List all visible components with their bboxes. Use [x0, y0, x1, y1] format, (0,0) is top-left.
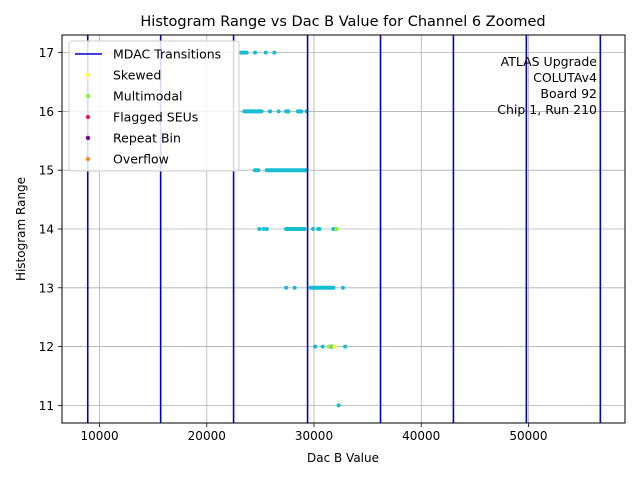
- y-tick-label: 11: [39, 399, 54, 413]
- legend-marker-swatch: [85, 72, 91, 78]
- data-point: [343, 344, 348, 349]
- data-point: [264, 227, 269, 231]
- legend-marker-swatch: [85, 156, 91, 162]
- data-point: [320, 344, 325, 349]
- data-point: [313, 344, 318, 349]
- x-axis-ticks: 10000 20000 30000 40000 50000: [80, 423, 548, 443]
- y-tick-label: 14: [39, 223, 54, 237]
- x-tick-label: 50000: [509, 429, 547, 443]
- data-point-cluster: [316, 227, 322, 231]
- data-point: [331, 227, 336, 231]
- data-points: [238, 50, 348, 408]
- x-tick-label: 30000: [295, 429, 333, 443]
- data-point-cluster: [283, 227, 307, 231]
- highlighted-data-point: [332, 344, 337, 349]
- y-tick-label: 17: [39, 46, 54, 60]
- data-point: [276, 109, 281, 114]
- annotation-line: COLUTAv4: [533, 70, 597, 85]
- data-point-cluster: [308, 285, 336, 290]
- data-point: [284, 285, 289, 290]
- x-tick-label: 20000: [188, 429, 226, 443]
- legend-box: [68, 40, 240, 172]
- x-tick-label: 40000: [402, 429, 440, 443]
- data-point: [257, 227, 262, 231]
- legend: MDAC Transitions Skewed Multimodal Flagged …: [68, 40, 240, 172]
- data-point: [263, 50, 268, 55]
- legend-marker-swatch: [85, 135, 91, 141]
- legend-entry-label: Repeat Bin: [113, 131, 181, 146]
- x-axis-label: Dac B Value: [307, 451, 379, 465]
- legend-entry-label: Multimodal: [113, 89, 182, 104]
- annotation-line: Chip 1, Run 210: [497, 102, 597, 117]
- data-point-cluster: [295, 109, 304, 114]
- y-tick-label: 16: [39, 105, 54, 119]
- data-point-cluster: [252, 168, 261, 173]
- highlighted-data-point: [326, 344, 332, 349]
- data-point-cluster: [242, 109, 264, 114]
- legend-entry-label: Flagged SEUs: [113, 110, 198, 125]
- data-point: [292, 285, 297, 290]
- y-axis-label: Histogram Range: [14, 177, 28, 281]
- chart-title: Histogram Range vs Dac B Value for Chann…: [140, 14, 545, 30]
- data-point: [261, 227, 266, 231]
- data-point: [253, 50, 258, 55]
- legend-marker-swatch: [85, 114, 91, 120]
- y-axis-ticks: 11 12 13 14 15 16 17: [39, 46, 62, 413]
- y-tick-label: 13: [39, 281, 54, 295]
- x-tick-label: 10000: [80, 429, 118, 443]
- legend-entry-label: Skewed: [113, 68, 161, 83]
- data-point: [340, 285, 345, 290]
- data-point: [336, 403, 341, 408]
- data-point-cluster: [238, 50, 249, 55]
- annotation-line: ATLAS Upgrade: [501, 54, 598, 69]
- data-point: [272, 50, 277, 55]
- legend-marker-swatch: [85, 93, 91, 99]
- data-point-cluster: [283, 109, 291, 114]
- mdac-transition-lines: [86, 35, 602, 423]
- data-point-cluster: [267, 109, 273, 114]
- data-point-cluster: [264, 168, 309, 173]
- highlighted-data-point: [334, 226, 339, 232]
- legend-entry-label: MDAC Transitions: [113, 47, 221, 62]
- y-tick-label: 15: [39, 164, 54, 178]
- legend-entry-label: Overflow: [113, 152, 169, 167]
- data-point: [310, 227, 315, 231]
- annotation-line: Board 92: [540, 86, 597, 101]
- y-tick-label: 12: [39, 340, 54, 354]
